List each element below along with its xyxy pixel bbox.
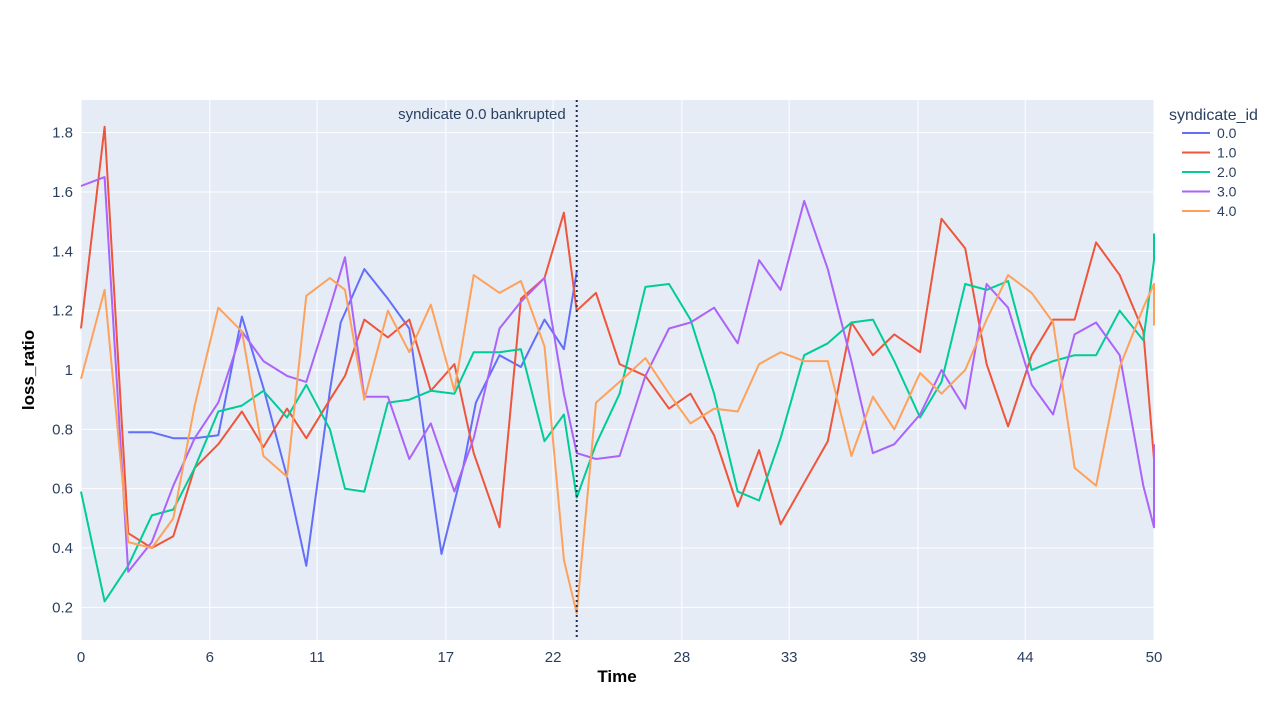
x-tick-label: 11 [309, 649, 325, 666]
legend-label-1.0: 1.0 [1217, 145, 1237, 161]
x-tick-label: 0 [77, 649, 85, 666]
series-line-3.0 [80, 176, 1155, 573]
legend-label-3.0: 3.0 [1217, 184, 1237, 200]
x-axis-ticks: 0 6 11 17 22 28 33 39 44 50 [77, 649, 1163, 666]
x-tick-label: 44 [1017, 649, 1034, 666]
x-tick-label: 22 [545, 649, 562, 666]
legend-label-4.0: 4.0 [1217, 203, 1237, 219]
y-axis-ticks: 0.2 0.4 0.6 0.8 1 1.2 1.4 1.6 1.8 [52, 125, 73, 617]
y-tick-label: 1.8 [52, 125, 73, 142]
series-line-2.0 [80, 233, 1155, 603]
y-tick-label: 1.2 [52, 303, 73, 320]
y-tick-label: 0.8 [52, 421, 73, 438]
x-tick-label: 33 [781, 649, 798, 666]
series-line-0.0 [128, 268, 578, 567]
y-tick-label: 1 [65, 362, 73, 379]
x-tick-label: 50 [1146, 649, 1163, 666]
legend-label-2.0: 2.0 [1217, 164, 1237, 180]
y-tick-label: 0.4 [52, 540, 73, 557]
legend-title: syndicate_id [1169, 107, 1258, 124]
legend-label-0.0: 0.0 [1217, 125, 1237, 141]
series-lines [80, 125, 1155, 615]
series-line-4.0 [80, 274, 1155, 615]
series-line-1.0 [80, 125, 1155, 549]
x-tick-label: 17 [437, 649, 454, 666]
y-tick-label: 0.6 [52, 481, 73, 498]
x-axis-title: Time [597, 667, 636, 686]
x-tick-label: 6 [206, 649, 214, 666]
annotation-label: syndicate 0.0 bankrupted [398, 106, 566, 123]
y-tick-label: 1.6 [52, 184, 73, 201]
y-axis-title: loss_ratio [19, 330, 38, 410]
y-tick-label: 1.4 [52, 243, 73, 260]
grid-lines [80, 100, 1155, 640]
legend: syndicate_id 0.0 1.0 2.0 3.0 4.0 [1169, 107, 1258, 219]
y-tick-label: 0.2 [52, 599, 73, 616]
annotation-layer: syndicate 0.0 bankrupted [398, 100, 578, 640]
x-tick-label: 28 [674, 649, 691, 666]
x-tick-label: 39 [910, 649, 927, 666]
